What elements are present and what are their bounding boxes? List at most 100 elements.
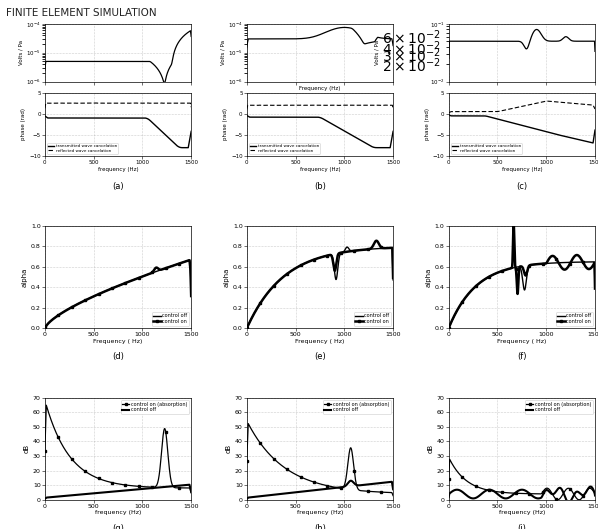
Y-axis label: dB: dB [24, 444, 30, 453]
Text: (h): (h) [314, 524, 326, 529]
control on (absorption) [532, 490, 539, 497]
control on (absorption) [128, 482, 135, 489]
control on (absorption) [341, 481, 348, 487]
control on [281, 273, 288, 279]
Y-axis label: Volts / Pa: Volts / Pa [19, 40, 23, 65]
reflected wave cancelation [281, 102, 288, 108]
Text: (f): (f) [517, 352, 527, 361]
control on [79, 298, 86, 305]
control off [139, 273, 146, 280]
Legend: control on (absorption), control off: control on (absorption), control off [121, 400, 189, 414]
control off [471, 284, 478, 290]
transmitted wave cancelation [269, 114, 276, 120]
control on [188, 293, 195, 299]
reflected wave cancelation [309, 102, 316, 108]
control on (absorption) [329, 484, 337, 490]
transmitted wave cancelation [556, 132, 563, 138]
reflected wave cancelation [269, 102, 276, 108]
transmitted wave cancelation [483, 113, 490, 120]
control off [587, 484, 594, 490]
control off [281, 490, 288, 497]
control on (absorption) [188, 490, 195, 496]
control on (absorption) [269, 454, 276, 461]
control on [243, 324, 251, 331]
Y-axis label: dB: dB [428, 444, 434, 453]
Y-axis label: phase (rad): phase (rad) [22, 108, 26, 140]
Y-axis label: phase (rad): phase (rad) [223, 108, 228, 140]
transmitted wave cancelation [445, 112, 452, 118]
reflected wave cancelation [382, 102, 389, 108]
Line: control off: control off [247, 481, 393, 499]
reflected wave cancelation [511, 105, 518, 111]
control off [188, 489, 195, 495]
control on [329, 259, 337, 265]
control off [243, 324, 251, 331]
control off [543, 487, 550, 493]
control on (absorption) [556, 496, 563, 503]
transmitted wave cancelation [243, 112, 251, 118]
control on (absorption) [446, 456, 453, 462]
Line: control on (absorption): control on (absorption) [44, 404, 193, 494]
Text: (c): (c) [516, 182, 527, 191]
Line: control off: control off [45, 485, 191, 499]
control off [532, 495, 539, 501]
transmitted wave cancelation [591, 127, 598, 133]
control on [353, 247, 361, 253]
transmitted wave cancelation [341, 128, 348, 134]
control off [41, 324, 48, 331]
control on (absorption) [68, 455, 75, 461]
Line: control off: control off [45, 260, 191, 327]
control on (absorption) [353, 484, 361, 490]
Legend: control off, control on: control off, control on [354, 312, 390, 325]
transmitted wave cancelation [281, 114, 288, 120]
control off [565, 499, 572, 506]
control off [471, 495, 478, 501]
Text: (a): (a) [112, 182, 124, 191]
transmitted wave cancelation [108, 115, 115, 121]
control off [243, 496, 251, 502]
control on [591, 286, 598, 292]
control on [543, 260, 550, 266]
control on (absorption) [243, 458, 251, 464]
control on [510, 220, 517, 226]
control off [127, 278, 135, 284]
control off [483, 275, 490, 281]
transmitted wave cancelation [127, 115, 135, 121]
reflected wave cancelation [532, 101, 539, 107]
control on [139, 273, 146, 280]
Line: reflected wave cancelation: reflected wave cancelation [247, 105, 393, 110]
transmitted wave cancelation [543, 129, 550, 135]
control off [269, 284, 276, 290]
reflected wave cancelation [128, 100, 135, 106]
reflected wave cancelation [471, 108, 478, 115]
Line: reflected wave cancelation: reflected wave cancelation [448, 101, 595, 113]
Line: control on: control on [447, 222, 596, 329]
control off [151, 269, 158, 275]
control on [483, 275, 490, 281]
Line: reflected wave cancelation: reflected wave cancelation [45, 103, 191, 108]
control on (absorption) [483, 487, 490, 493]
control off [353, 482, 361, 488]
X-axis label: Frequency ( Hz): Frequency ( Hz) [295, 339, 344, 343]
reflected wave cancelation [93, 100, 100, 106]
Legend: control off, control on: control off, control on [152, 312, 189, 325]
X-axis label: frequency (Hz): frequency (Hz) [297, 510, 343, 515]
Text: (e): (e) [314, 352, 326, 361]
Legend: transmitted wave cancelation, reflected wave cancelation: transmitted wave cancelation, reflected … [47, 143, 118, 154]
control off [532, 261, 539, 268]
Line: control on: control on [44, 259, 193, 329]
control off [543, 260, 550, 267]
X-axis label: Frequency (Hz): Frequency (Hz) [299, 86, 341, 91]
Text: (d): (d) [112, 352, 124, 361]
control off [329, 485, 337, 491]
transmitted wave cancelation [309, 114, 316, 120]
reflected wave cancelation [188, 104, 195, 111]
control off [188, 285, 195, 291]
control off [329, 256, 337, 262]
control off [511, 264, 518, 271]
control off [108, 286, 115, 292]
X-axis label: frequency (Hz): frequency (Hz) [95, 510, 141, 515]
transmitted wave cancelation [329, 121, 337, 127]
control off [389, 486, 396, 492]
control off [344, 244, 351, 250]
